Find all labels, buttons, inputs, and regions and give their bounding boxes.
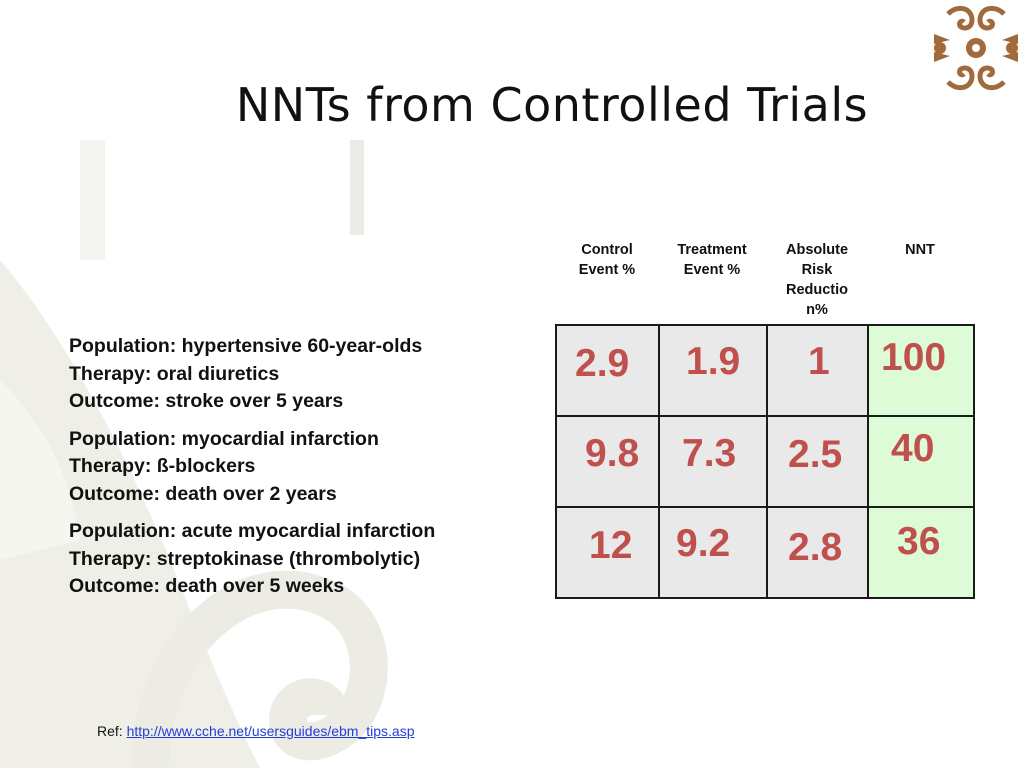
cell-value: 36 (897, 520, 941, 563)
reference-line: Ref: http://www.cche.net/usersguides/ebm… (97, 723, 415, 739)
header-line: Risk (801, 262, 833, 278)
study-population: Population: acute myocardial infarction (69, 520, 436, 542)
cell-value: 2.8 (788, 526, 843, 569)
table-cell: 7.3 (658, 415, 768, 508)
header-line: NNT (905, 242, 935, 258)
cell-value: 7.3 (682, 432, 737, 475)
study-item: Population: myocardial infarction Therap… (69, 426, 435, 509)
study-population: Population: myocardial infarction (69, 427, 379, 450)
study-therapy: Therapy: streptokinase (thrombolytic) (69, 547, 421, 570)
table-cell: 12 (555, 506, 660, 599)
table-cell: 1.9 (658, 324, 768, 417)
column-header-control-event: Control Event % (561, 240, 653, 280)
cell-value: 100 (881, 336, 947, 379)
cell-value: 9.8 (585, 432, 640, 475)
study-population: Population: hypertensive 60-year-olds (69, 335, 423, 357)
header-line: Event % (683, 262, 741, 278)
table-cell: 9.2 (658, 506, 768, 599)
header-line: Absolute (785, 242, 849, 258)
cell-value: 12 (589, 524, 633, 567)
cell-value: 40 (891, 427, 935, 470)
table-row: 9.8 7.3 2.5 40 (555, 415, 975, 508)
nnt-table: 2.9 1.9 1 100 9.8 7.3 2.5 40 12 9.2 2.8 … (555, 324, 975, 599)
header-line: n% (806, 302, 828, 318)
table-cell: 2.8 (766, 506, 869, 599)
column-header-treatment-event: Treatment Event % (664, 240, 760, 280)
study-outcome: Outcome: death over 2 years (69, 482, 337, 505)
cell-value: 2.9 (575, 342, 630, 385)
study-therapy: Therapy: ß-blockers (69, 455, 256, 477)
table-cell: 36 (867, 506, 975, 599)
slide-title: NNTs from Controlled Trials (235, 78, 869, 132)
cell-value: 1 (808, 340, 830, 383)
table-row: 12 9.2 2.8 36 (555, 506, 975, 599)
cell-value: 1.9 (686, 340, 741, 383)
column-header-absolute-risk-reduction: Absolute Risk Reductio n% (772, 240, 862, 320)
table-cell: 2.5 (766, 415, 869, 508)
reference-prefix: Ref: (97, 723, 127, 739)
table-cell: 40 (867, 415, 975, 508)
study-list: Population: hypertensive 60-year-olds Th… (69, 333, 435, 611)
table-cell: 1 (766, 324, 869, 417)
header-line: Event % (578, 262, 636, 278)
study-therapy: Therapy: oral diuretics (69, 362, 280, 385)
header-line: Control (581, 242, 633, 258)
column-header-nnt: NNT (880, 240, 960, 260)
reference-link[interactable]: http://www.cche.net/usersguides/ebm_tips… (126, 723, 415, 739)
study-outcome: Outcome: stroke over 5 years (69, 390, 344, 412)
cell-value: 9.2 (676, 522, 731, 565)
table-cell: 100 (867, 324, 975, 417)
study-outcome: Outcome: death over 5 weeks (69, 575, 345, 597)
study-item: Population: hypertensive 60-year-olds Th… (69, 333, 435, 416)
study-item: Population: acute myocardial infarction … (69, 518, 435, 601)
cell-value: 2.5 (788, 433, 843, 476)
table-cell: 2.9 (555, 324, 660, 417)
header-line: Reductio (785, 282, 849, 298)
ornament-logo (934, 5, 1018, 91)
header-line: Treatment (677, 242, 747, 258)
table-row: 2.9 1.9 1 100 (555, 324, 975, 417)
table-cell: 9.8 (555, 415, 660, 508)
